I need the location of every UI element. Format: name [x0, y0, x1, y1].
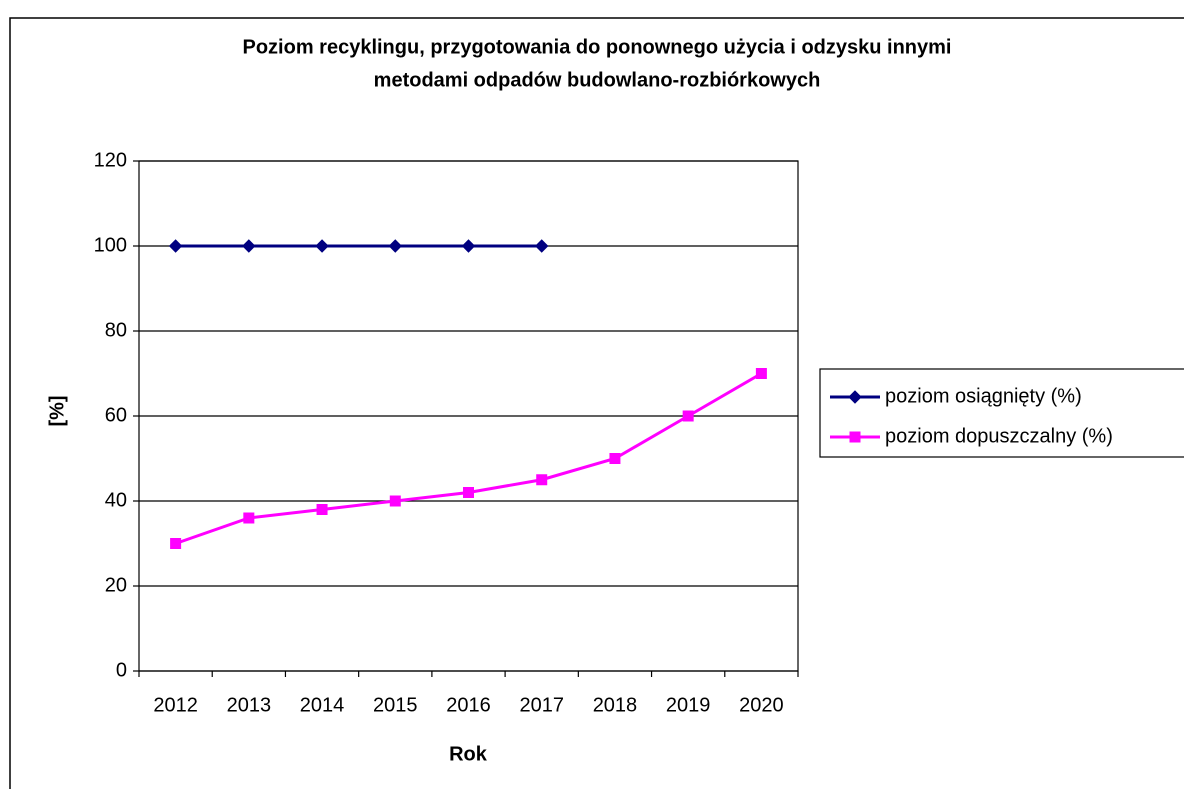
point: [463, 487, 474, 498]
plot-border: [138, 160, 799, 672]
x-axis-label: Rok: [449, 743, 488, 765]
x-tick-label: 2018: [593, 694, 638, 716]
y-tick-label: 40: [105, 489, 127, 511]
y-tick-label: 0: [116, 659, 127, 681]
y-tick-label: 80: [105, 319, 127, 341]
y-tick-label: 20: [105, 574, 127, 596]
point: [609, 453, 621, 464]
point: [388, 239, 402, 253]
x-tick-label: 2014: [300, 694, 345, 716]
y-axis-label: [%]: [46, 395, 68, 426]
x-tick-label: 2012: [153, 694, 198, 716]
legend-label: poziom osiągnięty (%): [885, 385, 1082, 407]
chart-title: Poziom recyklingu, przygotowania do pono…: [243, 36, 952, 58]
legend-marker: [849, 431, 861, 443]
legend-label: poziom dopuszczalny (%): [885, 425, 1113, 447]
x-tick-label: 2015: [373, 694, 418, 716]
point: [536, 474, 548, 486]
x-tick-label: 2013: [227, 694, 272, 716]
x-tick-label: 2016: [446, 694, 491, 716]
chart-title: metodami odpadów budowlano-rozbiórkowych: [374, 69, 821, 91]
y-tick-label: 120: [94, 149, 127, 171]
point: [461, 239, 476, 253]
point: [242, 239, 256, 253]
x-tick-label: 2020: [739, 694, 784, 716]
point: [168, 239, 183, 253]
point: [389, 495, 401, 507]
point: [535, 239, 549, 253]
point: [682, 410, 694, 422]
x-tick-label: 2019: [666, 694, 711, 716]
y-tick-label: 60: [105, 404, 127, 426]
point: [316, 504, 328, 515]
point: [243, 512, 255, 524]
point: [170, 538, 182, 549]
point: [755, 368, 767, 379]
legend-marker: [848, 390, 862, 404]
legend-box: [819, 368, 1184, 458]
y-tick-label: 100: [94, 234, 127, 256]
x-tick-label: 2017: [519, 694, 564, 716]
point: [315, 239, 329, 253]
